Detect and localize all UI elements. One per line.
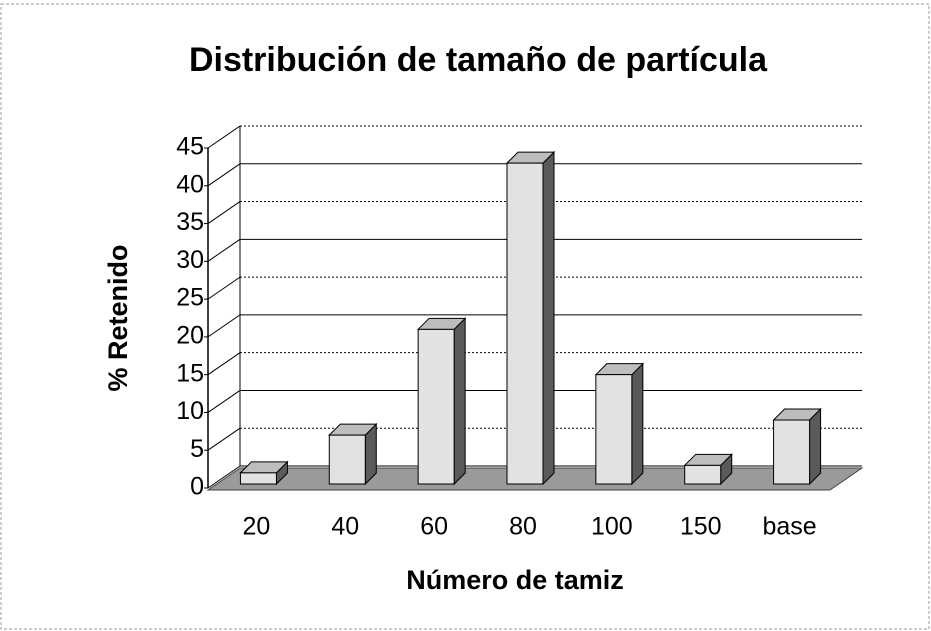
side-grid	[207, 201, 241, 224]
side-grid	[207, 465, 241, 489]
x-tick-label: 80	[509, 513, 537, 541]
side-grid	[207, 125, 241, 149]
bar	[328, 422, 378, 486]
bar-front	[506, 162, 544, 485]
bar	[683, 453, 733, 486]
y-tick-label: 0	[190, 473, 204, 501]
side-grid	[207, 427, 241, 451]
chart-frame	[0, 3, 930, 630]
x-tick-label: 40	[331, 513, 359, 541]
side-grid	[207, 390, 241, 413]
bar-front	[328, 434, 366, 485]
bar-side	[631, 362, 644, 486]
y-tick-label: 20	[176, 321, 204, 349]
bar-front	[239, 472, 277, 485]
side-grid	[207, 163, 241, 187]
y-tick-label: 25	[176, 284, 204, 312]
y-tick-label: 15	[176, 359, 204, 387]
bar-front	[595, 374, 633, 485]
side-grid	[207, 238, 241, 262]
y-axis-label: % Retenido	[103, 244, 133, 391]
y-tick-label: 35	[176, 208, 204, 236]
side-grid	[207, 352, 241, 376]
bar-front	[773, 419, 811, 485]
bar-front	[417, 328, 455, 485]
y-tick-label: 5	[190, 435, 204, 463]
bar	[505, 150, 556, 486]
x-axis-label: Número de tamiz	[406, 565, 624, 595]
chart-title: Distribución de tamaño de partícula	[189, 41, 768, 79]
bar-side	[809, 407, 822, 486]
y-tick-label: 10	[176, 397, 204, 425]
x-tick-label: 150	[680, 513, 722, 541]
y-tick-label: 40	[176, 170, 204, 198]
side-grid	[207, 276, 241, 300]
x-tick-label: 100	[591, 513, 633, 541]
x-tick-label: base	[762, 513, 816, 541]
x-tick-label: 20	[243, 513, 271, 541]
bar	[239, 460, 289, 486]
bar-front	[684, 464, 722, 485]
bar	[416, 317, 467, 486]
bar-side	[542, 150, 555, 486]
bar	[594, 362, 645, 486]
bar	[772, 407, 822, 486]
y-tick-label: 45	[176, 133, 204, 161]
x-tick-label: 60	[420, 513, 448, 541]
y-tick-label: 30	[176, 246, 204, 274]
bar-side	[453, 317, 466, 486]
side-grid	[207, 314, 241, 338]
